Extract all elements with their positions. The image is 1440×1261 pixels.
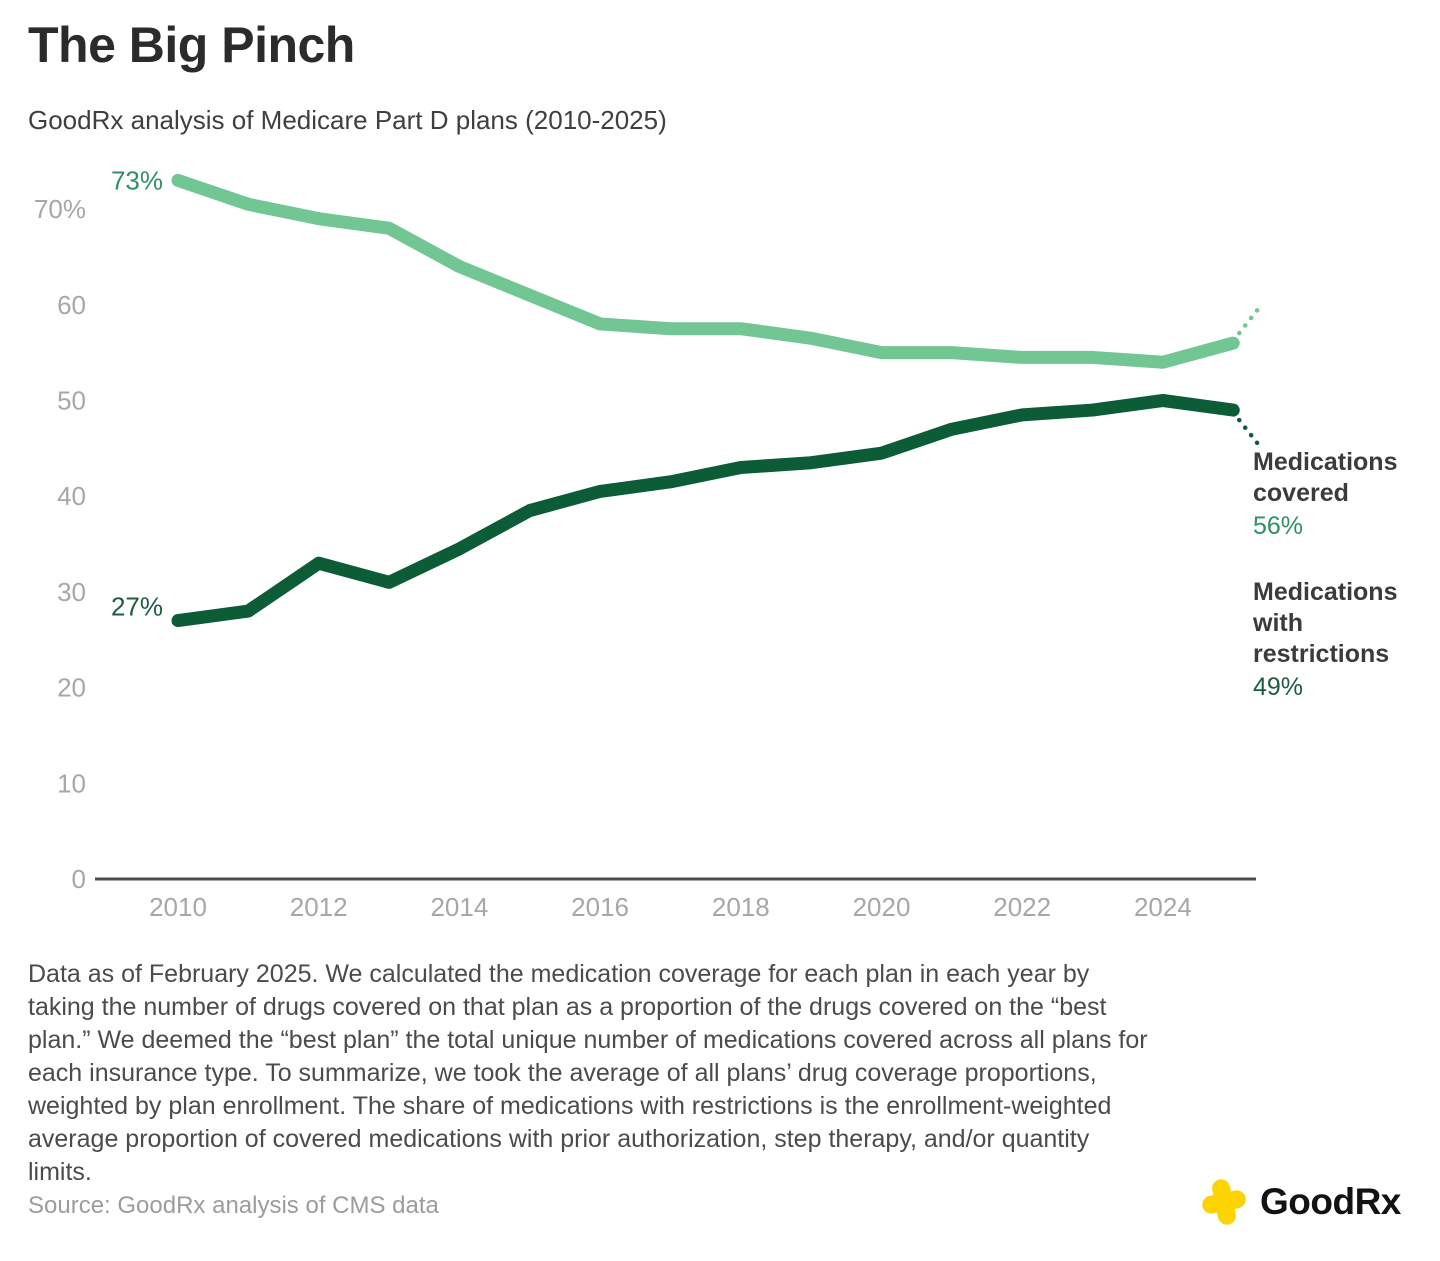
annotation-covered: Medications covered 56% <box>1253 447 1433 542</box>
y-tick-label: 40 <box>57 481 86 511</box>
y-tick-label: 0 <box>72 864 86 894</box>
goodrx-wordmark: GoodRx <box>1260 1181 1401 1222</box>
y-tick-label: 70% <box>34 194 86 224</box>
y-tick-label: 20 <box>57 673 86 703</box>
y-tick-label: 60 <box>57 290 86 320</box>
x-tick-label: 2016 <box>571 892 629 922</box>
covered-line <box>171 173 1240 369</box>
series-name-line: covered <box>1253 479 1349 508</box>
label-connector <box>1237 417 1264 451</box>
x-tick-label: 2020 <box>853 892 911 922</box>
goodrx-cross-icon <box>1202 1179 1246 1225</box>
x-tick-label: 2014 <box>430 892 488 922</box>
chart-canvas: 2010 2012 2014 2016 2018 2020 2022 2024 0 10 20 30 4… <box>34 165 1264 922</box>
x-tick-label: 2018 <box>712 892 770 922</box>
x-tick-label: 2010 <box>149 892 207 922</box>
y-tick-label: 50 <box>57 386 86 416</box>
methodology-footnote: Data as of February 2025. We calculated … <box>28 960 1148 1186</box>
y-tick-label: 10 <box>57 768 86 798</box>
source-line: Source: GoodRx analysis of CMS data <box>28 1192 439 1219</box>
series-end-value: 56% <box>1253 512 1304 541</box>
series-name-line: Medications <box>1253 448 1398 477</box>
x-tick-label: 2022 <box>993 892 1051 922</box>
start-value-label: 27% <box>111 592 163 622</box>
restrictions-line <box>171 394 1240 628</box>
series-name-line: with <box>1253 609 1303 638</box>
chart-subtitle: GoodRx analysis of Medicare Part D plans… <box>28 105 667 135</box>
series-name-line: restrictions <box>1253 640 1390 669</box>
label-connector <box>1237 302 1264 336</box>
series-name-line: Medications <box>1253 578 1398 607</box>
x-tick-label: 2012 <box>290 892 348 922</box>
y-tick-label: 30 <box>57 577 86 607</box>
x-tick-label: 2024 <box>1134 892 1192 922</box>
line-chart: 2010 2012 2014 2016 2018 2020 2022 2024 0 10 20 30 4… <box>0 150 1440 940</box>
annotation-restrictions: Medications with restrictions 49% <box>1253 577 1433 703</box>
start-value-label: 73% <box>111 165 163 195</box>
chart-title: The Big Pinch <box>28 17 355 73</box>
series-end-value: 49% <box>1253 673 1304 702</box>
goodrx-logo: GoodRx <box>1198 1174 1401 1230</box>
